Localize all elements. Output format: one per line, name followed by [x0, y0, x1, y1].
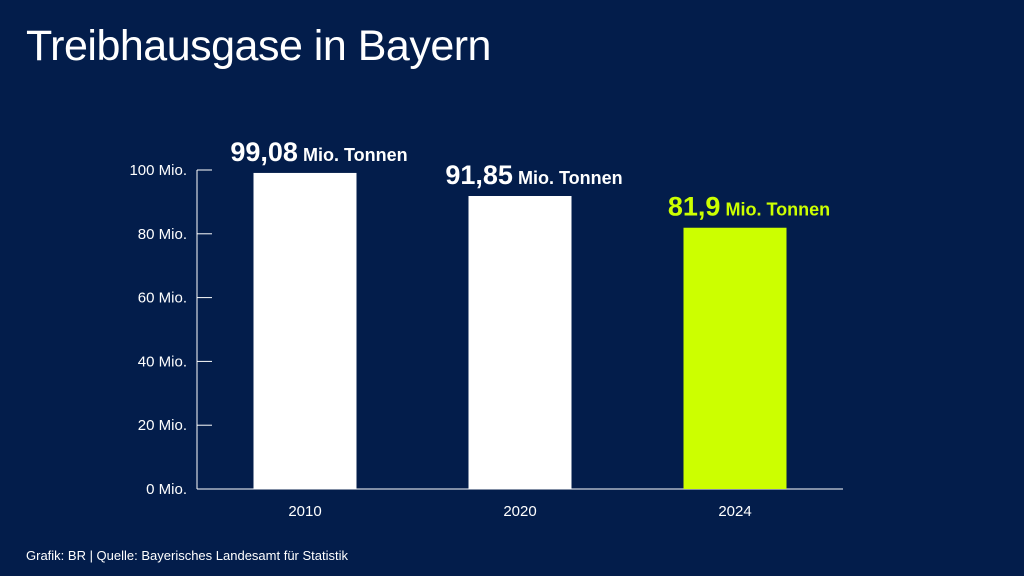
data-label: 99,08 Mio. Tonnen	[230, 137, 407, 167]
y-tick-label: 100 Mio.	[129, 162, 187, 179]
x-axis: 2010 2020 2024	[197, 488, 843, 520]
x-tick-label: 2024	[718, 503, 751, 520]
data-label-value: 91,85	[445, 160, 513, 190]
bar-2020	[468, 195, 572, 489]
bars	[253, 172, 787, 489]
data-label-unit: Mio. Tonnen	[518, 168, 623, 188]
data-label: 91,85 Mio. Tonnen	[445, 160, 622, 190]
y-tick-label: 60 Mio.	[138, 290, 187, 307]
source-footer: Grafik: BR | Quelle: Bayerisches Landesa…	[26, 548, 349, 563]
y-tick-label: 80 Mio.	[138, 226, 187, 243]
data-label-value: 99,08	[230, 137, 298, 167]
y-tick-label: 40 Mio.	[138, 353, 187, 370]
data-label-value: 81,9	[668, 192, 721, 222]
chart-title: Treibhausgase in Bayern	[26, 22, 491, 70]
bar-2024	[683, 227, 787, 489]
y-axis: 0 Mio. 20 Mio. 40 Mio. 60 Mio. 80 Mio. 100 Mi…	[129, 162, 212, 498]
x-tick-label: 2020	[503, 503, 536, 520]
data-label: 81,9 Mio. Tonnen	[668, 192, 830, 222]
y-tick-label: 20 Mio.	[138, 417, 187, 434]
data-label-unit: Mio. Tonnen	[303, 145, 408, 165]
data-label-unit: Mio. Tonnen	[725, 200, 830, 220]
x-tick-label: 2010	[288, 503, 321, 520]
y-tick-label: 0 Mio.	[146, 481, 187, 498]
bar-2010	[253, 172, 357, 489]
